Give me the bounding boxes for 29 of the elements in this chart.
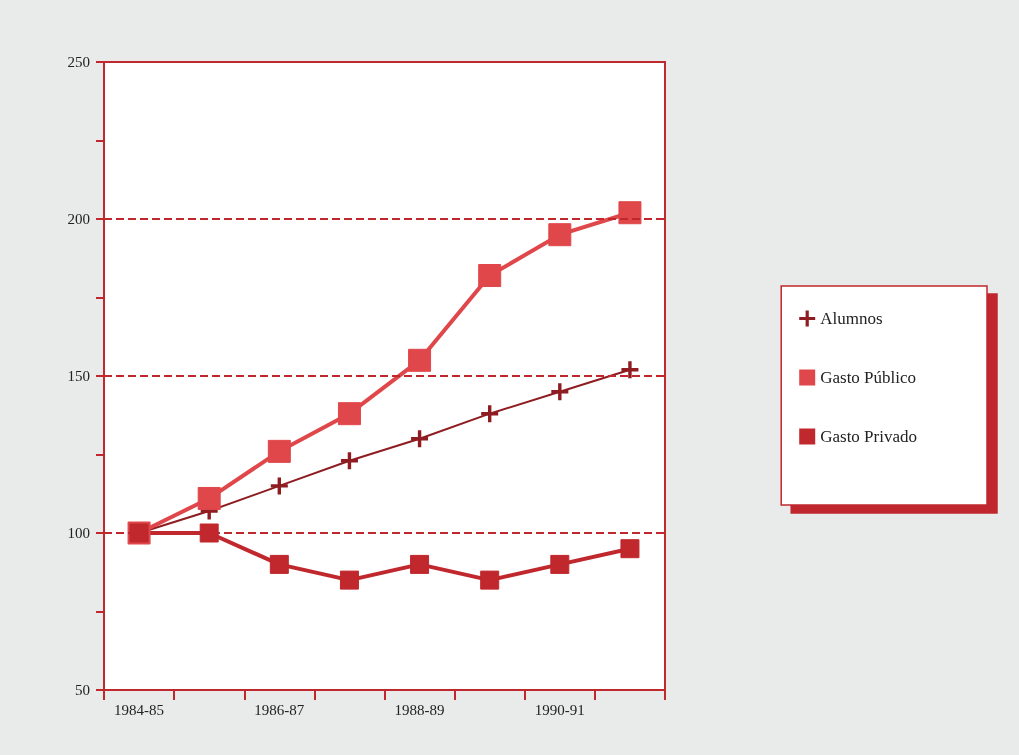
legend-label: Gasto Público xyxy=(820,368,917,387)
point xyxy=(197,486,221,510)
point xyxy=(620,539,640,559)
y-tick-label: 100 xyxy=(67,525,90,541)
point xyxy=(550,554,570,574)
y-tick-label: 50 xyxy=(75,682,90,698)
x-tick-label: 1984-85 xyxy=(114,701,165,718)
x-tick-label: 1990-91 xyxy=(534,701,585,718)
y-tick-label: 200 xyxy=(67,211,90,227)
x-tick-label: 1986-87 xyxy=(254,701,305,718)
point xyxy=(270,477,288,495)
point xyxy=(339,570,359,590)
point xyxy=(548,223,572,247)
point xyxy=(621,361,639,379)
legend-label: Gasto Privado xyxy=(820,427,917,446)
point xyxy=(408,348,432,372)
y-tick-label: 250 xyxy=(67,54,90,70)
point xyxy=(480,570,500,590)
point xyxy=(267,439,291,463)
x-tick-label: 1988-89 xyxy=(394,701,445,718)
point xyxy=(199,523,219,543)
point xyxy=(269,554,289,574)
point xyxy=(551,383,569,401)
point xyxy=(410,554,430,574)
y-tick-label: 150 xyxy=(67,368,90,384)
point xyxy=(618,201,642,225)
point xyxy=(478,264,502,288)
point xyxy=(337,402,361,426)
legend-label: Alumnos xyxy=(820,309,883,328)
